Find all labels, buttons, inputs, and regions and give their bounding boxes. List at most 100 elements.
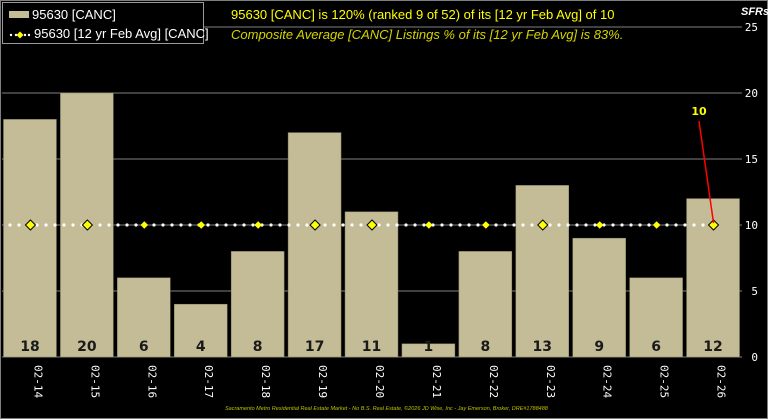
- bar[interactable]: [117, 277, 171, 358]
- callout-value-label: 10: [691, 105, 707, 118]
- average-line-dot: [557, 223, 561, 227]
- average-diamond-marker[interactable]: [482, 221, 490, 229]
- average-line-dot: [512, 223, 516, 227]
- x-tick-label: 02-18: [259, 365, 272, 398]
- average-line-dot: [125, 223, 129, 227]
- legend-item-bars: 95630 [CANC]: [9, 5, 116, 23]
- average-diamond-marker[interactable]: [652, 221, 661, 229]
- bar[interactable]: [458, 251, 513, 358]
- bar[interactable]: [344, 211, 399, 358]
- average-line-dot: [359, 223, 363, 227]
- average-line-dot: [215, 223, 219, 227]
- x-tick-label: 02-20: [373, 365, 386, 398]
- x-tick-label: 02-24: [601, 365, 614, 398]
- bar-value-label: 4: [196, 339, 206, 355]
- average-line-dot: [350, 223, 354, 227]
- average-line-dot: [152, 223, 156, 227]
- bar[interactable]: [174, 303, 228, 358]
- x-tick-label: 02-19: [316, 365, 329, 398]
- average-line-dot: [242, 223, 246, 227]
- average-diamond-marker[interactable]: [425, 221, 433, 229]
- dotted-diamond-line-icon: [9, 28, 31, 39]
- legend-item-average: 95630 [12 yr Feb Avg] [CANC]: [9, 24, 209, 42]
- x-tick-label: 02-25: [658, 365, 671, 398]
- average-line-dot: [548, 223, 552, 227]
- average-diamond-marker[interactable]: [197, 221, 206, 229]
- average-line-dot: [71, 223, 75, 227]
- average-line-dot: [404, 223, 408, 227]
- average-line-dot: [332, 223, 336, 227]
- bar[interactable]: [401, 343, 456, 358]
- average-line-dot: [593, 223, 597, 227]
- average-line-dot: [323, 223, 327, 227]
- average-line-dot: [8, 223, 12, 227]
- average-line-dot: [566, 223, 570, 227]
- average-line-dot: [233, 223, 237, 227]
- average-line-dot: [287, 223, 291, 227]
- bar-value-label: 6: [651, 339, 661, 355]
- y-tick-label: 20: [745, 87, 758, 100]
- average-line-dot: [503, 223, 507, 227]
- x-tick-label: 02-15: [88, 365, 101, 398]
- average-line-dot: [611, 223, 615, 227]
- average-line-dot: [422, 223, 426, 227]
- average-line-dot: [458, 223, 462, 227]
- average-diamond-marker[interactable]: [81, 219, 94, 231]
- average-line-dot: [494, 223, 498, 227]
- average-line-dot: [179, 223, 183, 227]
- average-line-dot: [521, 223, 525, 227]
- bar-value-label: 20: [77, 339, 97, 355]
- x-tick-label: 02-14: [31, 365, 44, 398]
- bar[interactable]: [629, 277, 683, 358]
- average-line-dot: [665, 223, 669, 227]
- y-tick-label: 10: [745, 219, 758, 232]
- average-line-dot: [602, 223, 606, 227]
- average-diamond-marker[interactable]: [707, 219, 720, 231]
- average-line-dot: [251, 223, 255, 227]
- x-tick-label: 02-22: [487, 365, 500, 398]
- average-line-dot: [467, 223, 471, 227]
- average-line-dot: [413, 223, 417, 227]
- average-diamond-marker[interactable]: [140, 221, 149, 229]
- average-line-dot: [341, 223, 345, 227]
- bar[interactable]: [287, 132, 342, 358]
- average-line-dot: [674, 223, 678, 227]
- bar[interactable]: [572, 237, 626, 358]
- average-line-dot: [377, 223, 381, 227]
- average-line-dot: [278, 223, 282, 227]
- average-line-dot: [206, 223, 210, 227]
- average-line-dot: [17, 223, 21, 227]
- bar-value-label: 12: [703, 339, 722, 355]
- average-line-dot: [269, 223, 273, 227]
- x-tick-label: 02-21: [430, 365, 443, 398]
- bar[interactable]: [3, 119, 57, 358]
- average-line-dot: [134, 223, 138, 227]
- x-tick-label: 02-23: [544, 365, 557, 398]
- average-line-dot: [476, 223, 480, 227]
- average-diamond-marker[interactable]: [366, 219, 378, 231]
- average-diamond-marker[interactable]: [595, 221, 604, 229]
- bar-value-label: 8: [480, 339, 490, 355]
- average-line-dot: [53, 223, 57, 227]
- average-line-dot: [683, 223, 687, 227]
- x-tick-label: 02-26: [715, 365, 728, 398]
- bar[interactable]: [230, 251, 285, 358]
- average-line-dot: [584, 223, 588, 227]
- average-line-dot: [116, 223, 120, 227]
- average-line-dot: [575, 223, 579, 227]
- bar-value-label: 17: [305, 339, 324, 355]
- bar-value-label: 18: [20, 339, 39, 355]
- average-diamond-marker[interactable]: [254, 221, 262, 229]
- average-diamond-marker[interactable]: [309, 219, 321, 231]
- average-line-dot: [629, 223, 633, 227]
- average-diamond-marker[interactable]: [537, 219, 549, 231]
- bar[interactable]: [515, 185, 569, 358]
- copyright-footer: Sacramento Metro Residential Real Estate…: [225, 406, 548, 412]
- y-axis-units-label: SFRs: [741, 6, 768, 18]
- callout-line: [698, 120, 715, 224]
- average-line-dot: [224, 223, 228, 227]
- average-diamond-marker[interactable]: [24, 219, 37, 231]
- y-tick-label: 25: [745, 21, 758, 34]
